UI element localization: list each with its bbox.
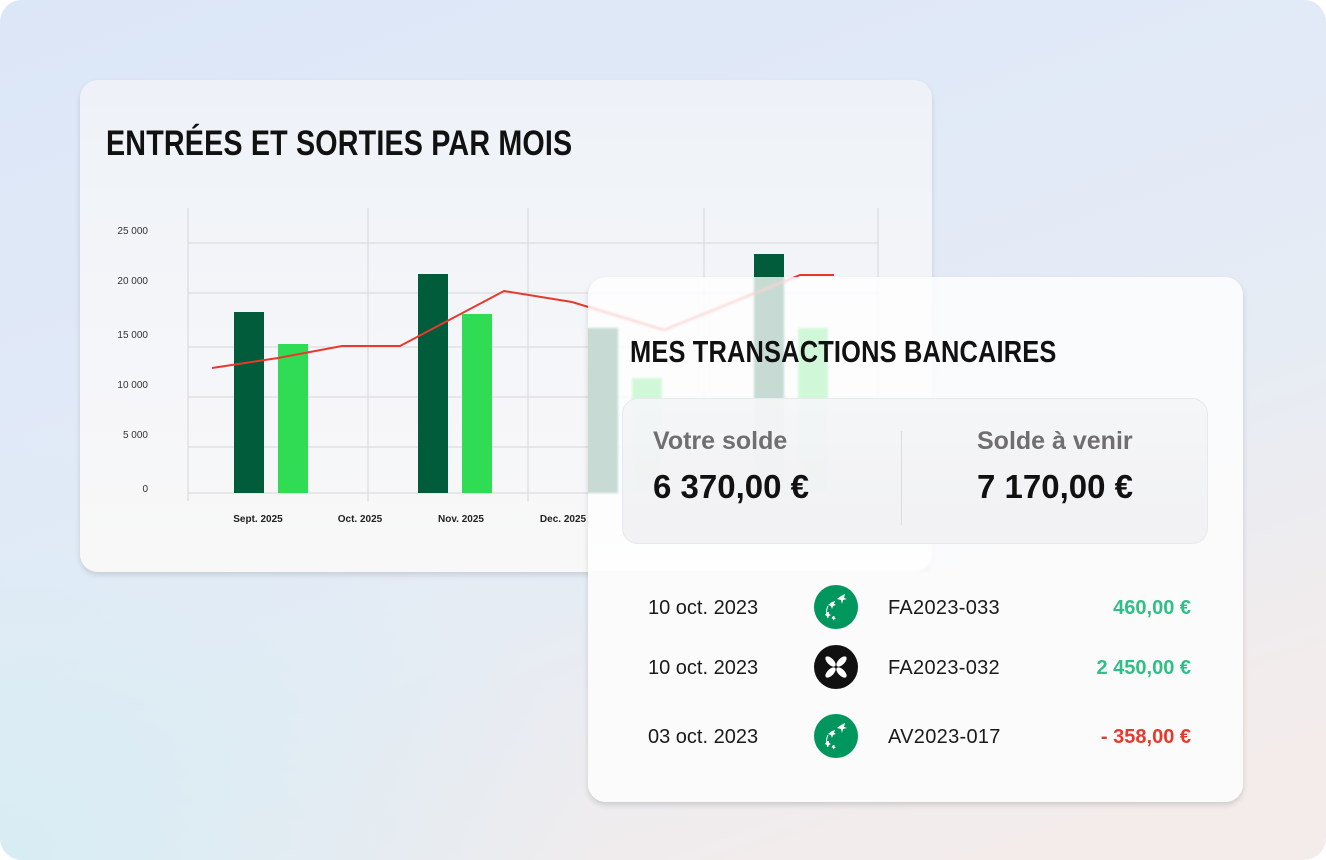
transaction-reference: AV2023-017	[888, 726, 1001, 748]
x-tick: Oct. 2025	[338, 514, 383, 525]
balance-summary: Votre solde 6 370,00 € Solde à venir 7 1…	[622, 398, 1208, 544]
bank-stars-logo-icon	[814, 714, 858, 758]
upcoming-balance-value: 7 170,00 €	[977, 468, 1133, 505]
y-tick: 5 000	[123, 430, 148, 441]
divider	[901, 431, 902, 525]
x-tick: Sept. 2025	[233, 514, 283, 525]
transaction-amount: 460,00 €	[1113, 597, 1191, 619]
card-body	[588, 572, 1243, 802]
y-tick: 15 000	[117, 330, 148, 341]
upcoming-balance: Solde à venir 7 170,00 €	[977, 427, 1133, 506]
bar-outflow-sept	[278, 344, 308, 493]
transaction-amount: 2 450,00 €	[1096, 657, 1191, 679]
four-petal-logo-icon	[814, 645, 858, 689]
y-tick: 0	[142, 484, 148, 495]
transactions-title: MES TRANSACTIONS BANCAIRES	[630, 334, 1057, 369]
bank-stars-logo-icon	[814, 585, 858, 629]
y-tick: 10 000	[117, 380, 148, 391]
x-tick: Nov. 2025	[438, 514, 484, 525]
transactions-card: MES TRANSACTIONS BANCAIRES Votre solde 6…	[588, 277, 1243, 802]
current-balance-value: 6 370,00 €	[653, 468, 809, 505]
transaction-date: 03 oct. 2023	[648, 726, 759, 748]
transaction-row[interactable]: 03 oct. 2023 AV2023-017 - 358,00 €	[588, 712, 1243, 762]
bar-inflow-nov	[418, 274, 448, 493]
transaction-date: 10 oct. 2023	[648, 657, 759, 679]
chart-title: ENTRÉES ET SORTIES PAR MOIS	[106, 124, 573, 163]
y-tick: 25 000	[117, 226, 148, 237]
transaction-reference: FA2023-032	[888, 657, 1000, 679]
upcoming-balance-label: Solde à venir	[977, 427, 1133, 455]
transaction-row[interactable]: 10 oct. 2023 FA2023-033 460,00 €	[588, 583, 1243, 633]
bar-inflow-sept	[234, 312, 264, 493]
x-axis-labels: Sept. 2025 Oct. 2025 Nov. 2025 Dec. 2025	[233, 514, 586, 525]
current-balance: Votre solde 6 370,00 €	[653, 427, 809, 506]
transaction-amount: - 358,00 €	[1100, 726, 1191, 748]
y-axis-labels: 25 000 20 000 15 000 10 000 5 000 0	[117, 226, 148, 495]
bar-outflow-nov	[462, 314, 492, 493]
current-balance-label: Votre solde	[653, 427, 788, 455]
transaction-date: 10 oct. 2023	[648, 597, 759, 619]
y-tick: 20 000	[117, 276, 148, 287]
transaction-reference: FA2023-033	[888, 597, 1000, 619]
transaction-row[interactable]: 10 oct. 2023 FA2023-032 2 450,00 €	[588, 643, 1243, 693]
x-tick: Dec. 2025	[540, 514, 587, 525]
